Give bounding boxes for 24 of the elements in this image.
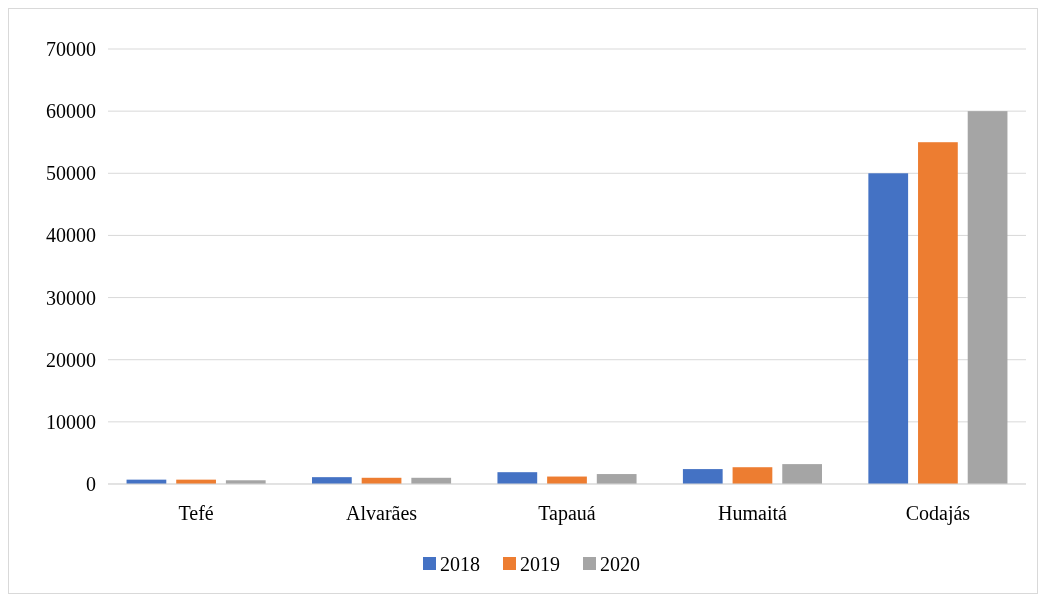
y-tick-label: 10000 — [46, 410, 96, 433]
y-tick-label: 60000 — [46, 100, 96, 123]
bar — [732, 467, 773, 484]
legend-label: 2020 — [600, 553, 640, 575]
y-tick-label: 50000 — [46, 162, 96, 185]
bar — [918, 142, 958, 484]
bar — [497, 472, 538, 484]
x-tick-label: Humaitá — [718, 502, 788, 524]
y-tick-label: 30000 — [46, 286, 96, 309]
y-tick-label: 40000 — [46, 224, 96, 247]
x-tick-label: Tefé — [178, 502, 214, 524]
legend-label: 2018 — [440, 553, 480, 575]
y-tick-label: 70000 — [46, 38, 96, 60]
x-tick-label: Codajás — [905, 502, 971, 525]
bar — [596, 474, 637, 484]
legend-label: 2019 — [520, 553, 560, 575]
y-tick-label: 0 — [86, 473, 96, 495]
bar — [682, 469, 723, 484]
y-tick-label: 20000 — [46, 348, 96, 371]
x-tick-label: Alvarães — [346, 502, 418, 524]
x-tick-label: Tapauá — [538, 502, 596, 525]
bar — [782, 464, 822, 484]
bar — [868, 173, 909, 484]
bar — [967, 111, 1008, 484]
